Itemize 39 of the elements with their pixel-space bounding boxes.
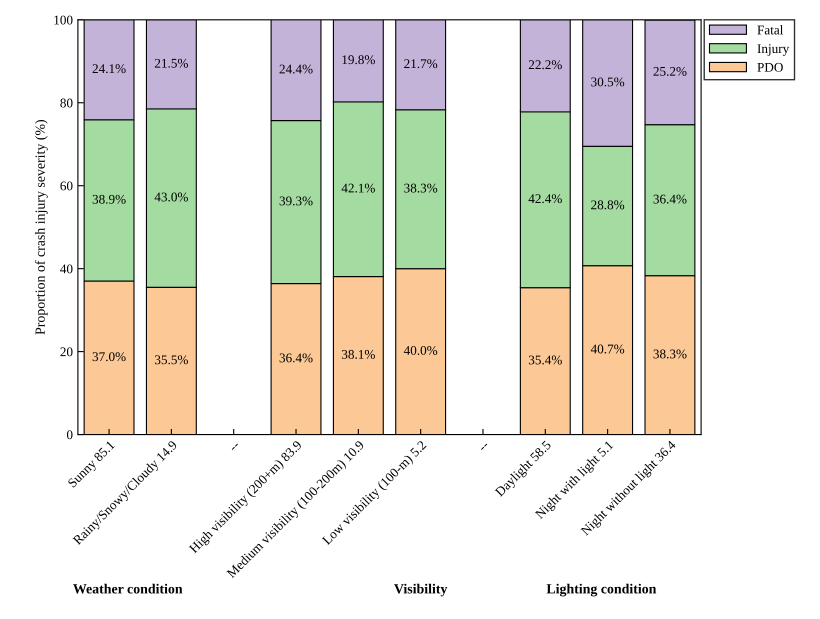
data-label: 35.5%: [154, 355, 188, 364]
data-label: 28.8%: [591, 200, 624, 210]
data-label: 42.4%: [528, 194, 562, 204]
data-label: 40.7%: [590, 344, 624, 354]
y-axis-title: Proportion of crash injury severity (%): [34, 120, 48, 335]
text: Weather condition: [73, 584, 182, 594]
y-tick-label: 80: [60, 98, 73, 108]
data-label: 37.0%: [92, 352, 126, 362]
data-label: 38.3%: [404, 184, 438, 193]
data-label: 25.2%: [653, 66, 687, 76]
data-label: 38.1%: [342, 350, 375, 359]
data-label: 36.4%: [654, 194, 687, 204]
data-label: 43.0%: [154, 192, 188, 202]
legend-label: Injury: [757, 44, 790, 56]
data-label: 19.8%: [342, 55, 375, 64]
y-tick-label: 0: [66, 430, 73, 440]
y-tick-label: 100: [54, 16, 73, 25]
text: Lighting condition: [546, 584, 656, 596]
data-label: 30.5%: [591, 77, 624, 86]
data-label: 21.7%: [404, 59, 438, 68]
text: Visibility: [394, 584, 448, 596]
y-tick-label: 60: [60, 182, 73, 190]
x-tick-label: --: [232, 444, 238, 450]
y-tick-label: 20: [60, 347, 73, 356]
data-label: 36.4%: [280, 353, 313, 362]
data-label: 40.0%: [404, 346, 438, 355]
y-tick-label: 40: [60, 264, 73, 274]
data-label: 42.1%: [342, 184, 375, 193]
data-label: 38.9%: [92, 194, 126, 204]
data-label: 21.5%: [154, 58, 188, 68]
data-label: 24.1%: [92, 64, 126, 74]
x-tick-label: --: [481, 444, 488, 450]
data-label: 22.2%: [528, 60, 562, 70]
data-label: 38.3%: [654, 350, 687, 358]
legend-label: PDO: [757, 62, 783, 72]
data-label: 39.3%: [280, 196, 313, 206]
data-label: 35.4%: [528, 356, 562, 364]
data-label: 24.4%: [280, 64, 313, 74]
legend-label: Fatal: [757, 25, 784, 34]
